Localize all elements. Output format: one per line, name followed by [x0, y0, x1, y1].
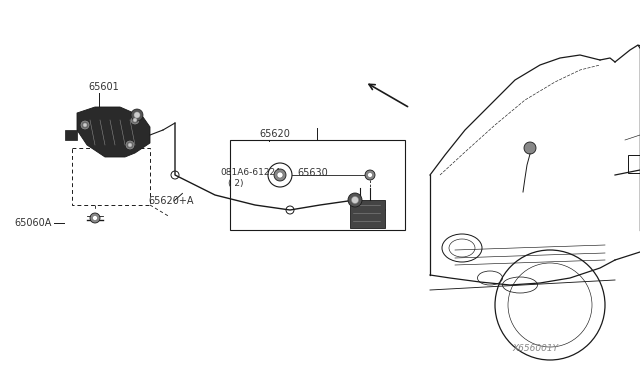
Text: 65620+A: 65620+A: [148, 196, 194, 206]
Bar: [628, 155, 640, 173]
Text: 65060A: 65060A: [14, 218, 51, 228]
Circle shape: [134, 112, 140, 118]
Circle shape: [367, 173, 372, 177]
Circle shape: [131, 116, 139, 124]
Text: X656001Y: X656001Y: [512, 344, 558, 353]
Bar: [230, 140, 405, 230]
Text: 65630: 65630: [297, 168, 328, 177]
Circle shape: [83, 123, 87, 127]
Circle shape: [93, 215, 97, 221]
Bar: [350, 200, 385, 228]
Circle shape: [81, 121, 89, 129]
Circle shape: [348, 193, 362, 207]
Polygon shape: [77, 107, 150, 157]
Circle shape: [131, 109, 143, 121]
Text: ( 2): ( 2): [228, 179, 244, 188]
Circle shape: [524, 142, 536, 154]
Circle shape: [133, 118, 137, 122]
Circle shape: [126, 141, 134, 149]
Circle shape: [277, 172, 283, 178]
Circle shape: [128, 143, 132, 147]
Circle shape: [90, 213, 100, 223]
Polygon shape: [65, 130, 77, 140]
Circle shape: [351, 196, 358, 203]
Text: 081A6-6122A: 081A6-6122A: [221, 168, 282, 177]
Bar: [72, 148, 150, 205]
Circle shape: [274, 169, 286, 181]
Text: 65620: 65620: [259, 129, 290, 139]
Text: 65601: 65601: [88, 82, 119, 92]
Circle shape: [365, 170, 375, 180]
